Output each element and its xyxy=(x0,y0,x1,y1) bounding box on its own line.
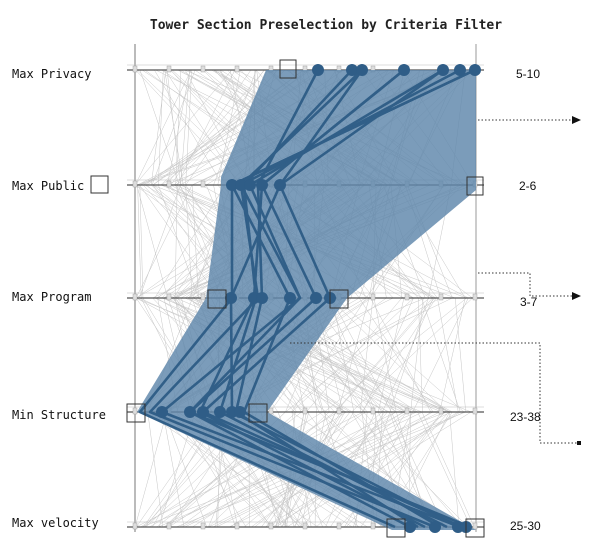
value-dot xyxy=(398,64,410,76)
axis-tick xyxy=(200,180,206,188)
value-dot xyxy=(235,179,247,191)
filter-box-structure-low[interactable] xyxy=(126,403,146,423)
range-label-velocity: 25-30 xyxy=(510,519,541,533)
value-dot xyxy=(226,179,238,191)
axis-tick xyxy=(268,407,274,415)
axis-tick xyxy=(132,522,138,530)
value-dot xyxy=(244,179,256,191)
criterion-label-velocity: Max velocity xyxy=(12,516,99,530)
axis-tick xyxy=(404,407,410,415)
value-dot xyxy=(437,64,449,76)
filter-box-privacy-low[interactable] xyxy=(279,59,297,79)
axis-tick xyxy=(472,293,478,301)
range-label-structure: 23-38 xyxy=(510,410,541,424)
axis-tick xyxy=(472,522,478,530)
axis-tick xyxy=(166,65,172,73)
value-dot xyxy=(156,406,168,418)
filter-box-structure-high[interactable] xyxy=(248,403,268,423)
axis-tick xyxy=(200,293,206,301)
value-dot xyxy=(256,179,268,191)
axis-tick xyxy=(166,180,172,188)
range-labels: 5-10 2-6 3-7 23-38 25-30 xyxy=(510,67,541,533)
filter-box-program-low[interactable] xyxy=(207,289,227,309)
filter-range-boxes xyxy=(126,59,485,538)
axis-tick xyxy=(370,293,376,301)
axis-tick xyxy=(370,522,376,530)
criterion-checkbox-public[interactable] xyxy=(90,175,109,194)
filter-box-velocity-high[interactable] xyxy=(465,518,485,538)
value-dot xyxy=(225,292,237,304)
value-dot xyxy=(429,521,441,533)
axis-tick xyxy=(132,180,138,188)
criterion-label-public: Max Public xyxy=(12,179,84,193)
value-dot xyxy=(256,292,268,304)
arrow-right-icon xyxy=(572,116,581,124)
axis-tick xyxy=(166,522,172,530)
arrowheads xyxy=(572,116,581,445)
axis-tick xyxy=(438,293,444,301)
value-dot xyxy=(356,64,368,76)
axis-tick xyxy=(302,522,308,530)
axis-tick xyxy=(336,522,342,530)
filter-box-program-high[interactable] xyxy=(329,289,349,309)
value-dot xyxy=(184,406,196,418)
axis-tick xyxy=(438,407,444,415)
axis-tick xyxy=(200,65,206,73)
range-label-program: 3-7 xyxy=(520,295,538,309)
value-dot xyxy=(284,292,296,304)
axis-tick xyxy=(132,65,138,73)
axis-tick xyxy=(200,522,206,530)
axis-tick xyxy=(132,407,138,415)
value-dot xyxy=(454,64,466,76)
axis-tick xyxy=(472,407,478,415)
axis-tick xyxy=(234,522,240,530)
value-dot xyxy=(310,292,322,304)
value-dot xyxy=(234,406,246,418)
selected-line xyxy=(188,69,411,529)
value-dot xyxy=(404,521,416,533)
arrow-right-icon xyxy=(572,292,581,300)
criterion-label-program: Max Program xyxy=(12,290,91,304)
selected-value-dots xyxy=(156,64,481,533)
value-dot xyxy=(274,179,286,191)
filter-box-public-high[interactable] xyxy=(466,176,484,196)
axis-tick xyxy=(370,407,376,415)
criterion-label-privacy: Max Privacy xyxy=(12,67,91,81)
axis-tick xyxy=(132,293,138,301)
axis-tick xyxy=(268,522,274,530)
value-dot xyxy=(312,64,324,76)
range-label-public: 2-6 xyxy=(519,179,537,193)
diagram-title: Tower Section Preselection by Criteria F… xyxy=(150,18,502,33)
value-dot xyxy=(214,406,226,418)
criteria-labels: Max Privacy Max Public Max Program Min S… xyxy=(12,67,109,530)
value-dot xyxy=(197,406,209,418)
filter-box-velocity-low[interactable] xyxy=(386,518,406,538)
value-dot xyxy=(469,64,481,76)
axis-tick xyxy=(336,407,342,415)
axis-tick xyxy=(404,293,410,301)
criterion-label-structure: Min Structure xyxy=(12,408,106,422)
axis-tick xyxy=(302,407,308,415)
connector-arrows xyxy=(290,119,578,444)
terminal-square-icon xyxy=(577,441,581,445)
range-label-privacy: 5-10 xyxy=(516,67,540,81)
value-dot xyxy=(346,64,358,76)
axis-tick xyxy=(234,65,240,73)
axis-tick xyxy=(166,293,172,301)
